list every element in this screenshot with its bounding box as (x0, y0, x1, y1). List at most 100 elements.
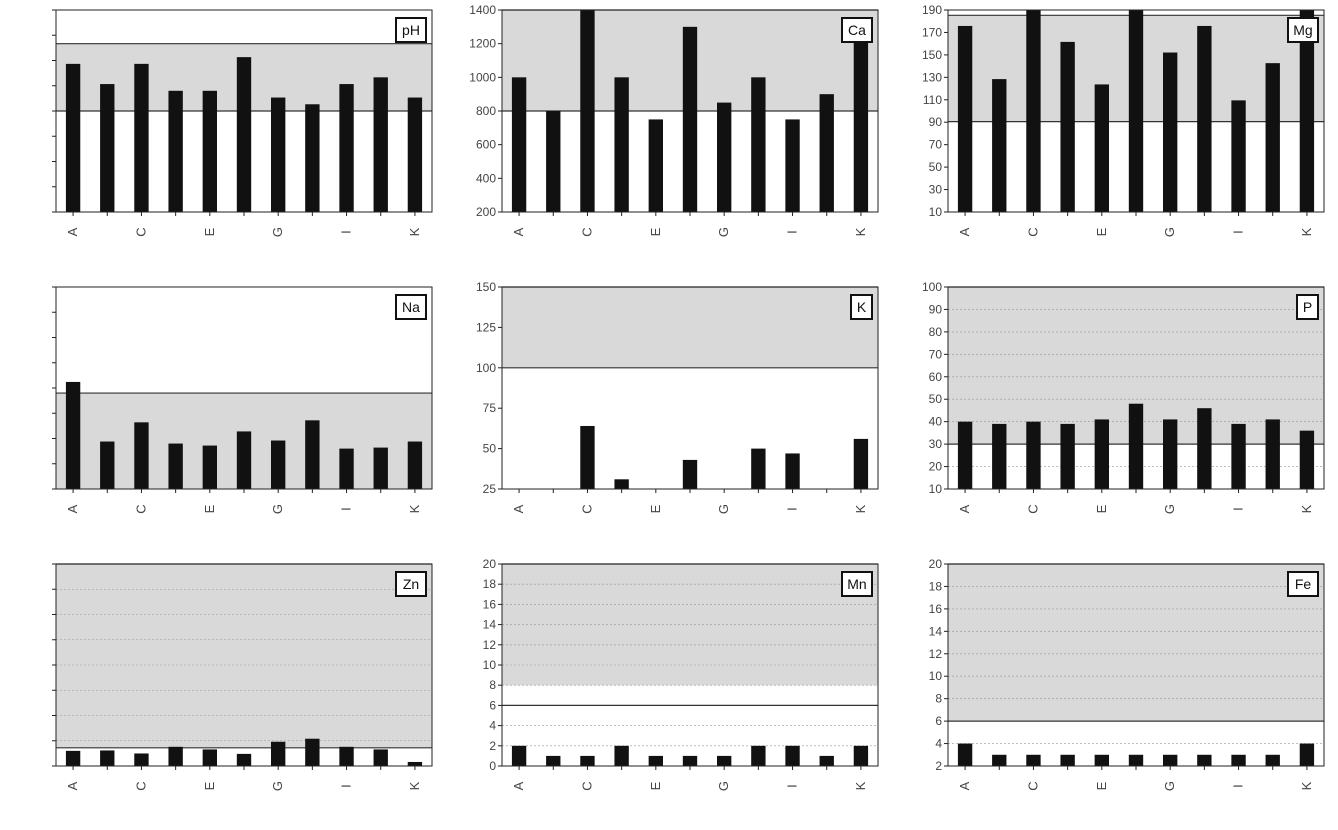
bar-B (992, 754, 1007, 766)
y-tick-label: 2 (935, 759, 942, 773)
bar-B (100, 750, 115, 766)
bar-C (580, 755, 595, 766)
chart-title: Mn (847, 576, 866, 592)
bar-H (305, 738, 320, 766)
x-tick-label: K (853, 504, 868, 513)
bar-H (1197, 408, 1212, 489)
bar-E (648, 119, 663, 212)
y-tick-label: 190 (922, 3, 942, 17)
bar-J (373, 749, 388, 766)
bar-H (305, 420, 320, 489)
chart-title: Fe (1295, 576, 1312, 592)
bar-B (992, 423, 1007, 489)
x-tick-label: K (1299, 781, 1314, 790)
bar-H (751, 745, 766, 766)
bar-C (1026, 10, 1041, 212)
chart-svg: A C E G I KpH (52, 9, 433, 237)
bar-D (168, 90, 183, 212)
bar-K (853, 745, 869, 766)
bar-E (1094, 754, 1109, 766)
y-tick-label: 70 (929, 347, 943, 361)
bar-C (134, 753, 149, 766)
y-tick-label: 6 (935, 714, 942, 728)
bar-A (65, 381, 81, 489)
bar-H (1197, 25, 1212, 212)
bar-F (1128, 403, 1144, 489)
chart-title-box (395, 571, 427, 597)
chart-svg: 100 90 80 70 60 50 40 30 20 10 A C E G I K P (922, 280, 1325, 514)
chart-title-box (850, 294, 873, 320)
y-tick-label: 1200 (469, 37, 496, 51)
x-tick-label: K (1299, 227, 1314, 236)
y-tick-label: 20 (929, 557, 943, 571)
bar-E (202, 749, 217, 766)
x-tick-label: E (1094, 504, 1109, 513)
reference-band (56, 564, 432, 748)
bar-E (202, 90, 217, 212)
bar-K (1299, 430, 1315, 489)
chart-svg: A C E G I K Na (52, 286, 433, 514)
chart-title: Ca (848, 22, 866, 38)
chart-panel-fe: 20 18 16 14 12 10 8 6 4 2 A C E G I K Fe (892, 554, 1338, 830)
y-tick-label: 200 (476, 205, 496, 219)
bar-F (236, 753, 252, 766)
y-tick-label: 170 (922, 25, 942, 39)
x-tick-label: E (1094, 227, 1109, 236)
bar-G (1163, 754, 1178, 766)
bar-A (65, 750, 81, 766)
x-tick-label: C (579, 504, 594, 513)
chart-title: pH (402, 22, 420, 38)
bar-I (1231, 754, 1246, 766)
bar-E (1094, 419, 1109, 489)
x-tick-label: I (1231, 784, 1246, 788)
y-tick-label: 0 (489, 759, 496, 773)
y-tick-label: 20 (483, 557, 497, 571)
bar-G (271, 97, 286, 212)
y-tick-label: 90 (929, 302, 943, 316)
x-tick-label: C (133, 504, 148, 513)
bar-K (853, 438, 869, 489)
x-tick-label: A (511, 227, 526, 236)
y-tick-label: 50 (929, 392, 943, 406)
x-tick-label: K (853, 227, 868, 236)
y-tick-label: 18 (483, 577, 497, 591)
bar-I (785, 119, 800, 212)
x-tick-label: K (407, 504, 422, 513)
x-tick-label: A (957, 781, 972, 790)
bar-K (1299, 743, 1315, 766)
bar-C (134, 63, 149, 212)
x-tick-label: G (716, 504, 731, 514)
bar-G (271, 741, 286, 766)
x-tick-label: A (957, 504, 972, 513)
y-tick-label: 90 (929, 115, 943, 129)
x-tick-label: I (785, 784, 800, 788)
y-tick-label: 100 (476, 361, 496, 375)
reference-band (948, 564, 1324, 722)
x-tick-label: G (1162, 504, 1177, 514)
chart-panel-mn: 20 18 16 14 12 10 8 6 4 2 0 A C E G I K Mn (446, 554, 892, 830)
chart-svg: 1400 1200 1000 800 600 400 200 A C E G I K Ca (469, 3, 879, 237)
chart-panel-k: 150 125 100 75 50 25 A C E G I K K (446, 277, 892, 553)
x-tick-label: C (1025, 781, 1040, 790)
bar-E (202, 445, 217, 489)
bar-K (407, 761, 423, 766)
bar-B (546, 111, 561, 212)
x-tick-label: C (1025, 227, 1040, 236)
y-tick-label: 50 (929, 160, 943, 174)
y-tick-label: 80 (929, 325, 943, 339)
x-tick-label: C (133, 227, 148, 236)
y-tick-label: 16 (483, 597, 497, 611)
y-tick-label: 75 (483, 401, 497, 415)
chart-title-box (841, 571, 873, 597)
bar-D (168, 443, 183, 489)
y-tick-label: 20 (929, 460, 943, 474)
bar-F (682, 755, 698, 766)
bar-D (614, 479, 629, 489)
x-tick-label: I (339, 230, 354, 234)
y-tick-label: 30 (929, 437, 943, 451)
chart-panel-ca: 1400 1200 1000 800 600 400 200 A C E G I K Ca (446, 0, 892, 276)
y-tick-label: 60 (929, 370, 943, 384)
bar-D (614, 77, 629, 212)
y-tick-label: 600 (476, 138, 496, 152)
y-tick-label: 50 (483, 442, 497, 456)
